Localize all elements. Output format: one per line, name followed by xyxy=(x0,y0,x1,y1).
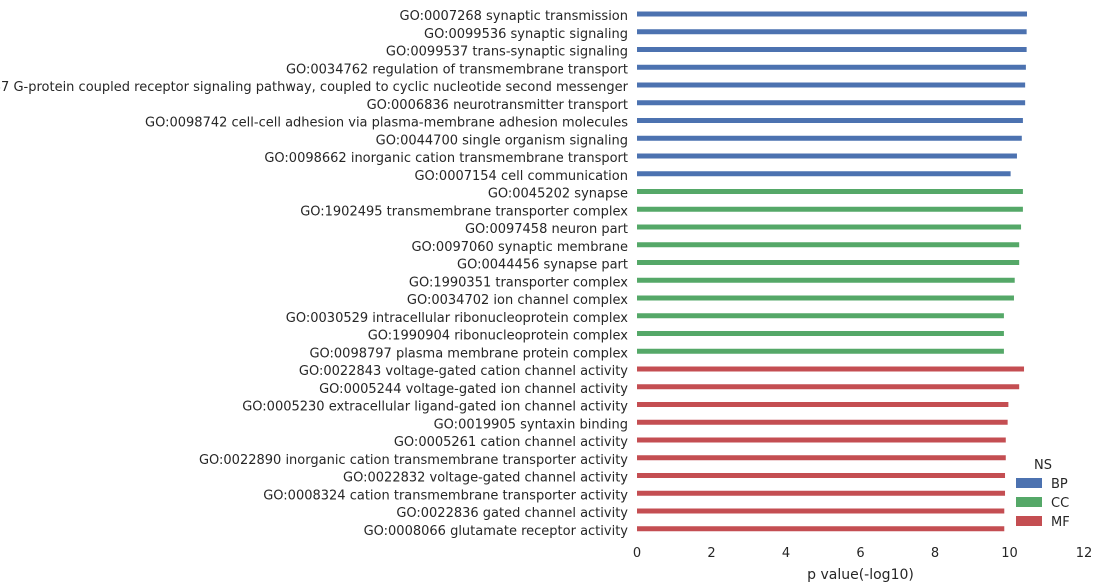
category-label: GO:0097458 neuron part xyxy=(465,222,628,237)
category-label: GO:0044700 single organism signaling xyxy=(376,133,628,148)
bar-cc-20 xyxy=(637,348,1004,354)
category-labels: GO:0007268 synaptic transmission GO:00995… xyxy=(0,9,629,539)
bar-mf-30 xyxy=(637,526,1005,532)
bar-bp-5 xyxy=(637,82,1026,88)
category-label: GO:0022843 voltage-gated cation channel … xyxy=(299,364,628,379)
bar-bp-7 xyxy=(637,118,1023,123)
bar-mf-26 xyxy=(637,455,1006,461)
legend-label-mf: MF xyxy=(1051,515,1070,530)
x-tick-label: 0 xyxy=(633,546,641,561)
category-label: GO:0007187 G-protein coupled receptor si… xyxy=(0,80,629,95)
category-label: GO:0022836 gated channel activity xyxy=(396,506,628,521)
category-label: GO:0099537 trans-synaptic signaling xyxy=(386,45,628,60)
x-tick-label: 4 xyxy=(782,546,790,561)
category-label: GO:0008066 glutamate receptor activity xyxy=(364,524,629,539)
category-label: GO:0005230 extracellular ligand-gated io… xyxy=(242,400,628,415)
bar-mf-28 xyxy=(637,490,1006,496)
bar-bp-9 xyxy=(637,153,1017,159)
legend-label-bp: BP xyxy=(1051,477,1068,492)
legend-swatch-bp xyxy=(1016,478,1042,488)
category-label: GO:0005261 cation channel activity xyxy=(394,435,628,450)
category-label: GO:0007268 synaptic transmission xyxy=(400,9,628,24)
category-label: GO:0098662 inorganic cation transmembran… xyxy=(264,151,628,166)
x-tick-label: 2 xyxy=(707,546,715,561)
x-axis-ticks: 0 2 4 6 8 10 12 xyxy=(633,546,1092,561)
category-label: GO:0097060 synaptic membrane xyxy=(411,240,628,255)
category-label: GO:0006836 neurotransmitter transport xyxy=(367,98,628,113)
x-tick-label: 6 xyxy=(856,546,864,561)
bar-cc-19 xyxy=(637,331,1004,336)
category-label: GO:1990351 transporter complex xyxy=(409,275,628,290)
bar-mf-29 xyxy=(637,508,1005,514)
bar-mf-24 xyxy=(637,419,1008,425)
x-axis-label: p value(-log10) xyxy=(807,567,914,583)
category-label: GO:1902495 transmembrane transporter com… xyxy=(300,204,628,219)
bar-bp-1 xyxy=(637,11,1028,17)
bar-cc-18 xyxy=(637,313,1004,319)
bar-mf-21 xyxy=(637,366,1025,372)
x-tick-label: 10 xyxy=(1001,546,1018,561)
bars-group xyxy=(637,11,1028,532)
bar-cc-17 xyxy=(637,295,1014,301)
legend-label-cc: CC xyxy=(1051,496,1069,511)
x-tick-label: 12 xyxy=(1076,546,1093,561)
category-label: GO:0022890 inorganic cation transmembran… xyxy=(199,453,628,468)
category-label: GO:0005244 voltage-gated ion channel act… xyxy=(319,382,628,397)
category-label: GO:0098797 plasma membrane protein compl… xyxy=(309,346,628,361)
x-tick-label: 8 xyxy=(931,546,939,561)
bar-cc-15 xyxy=(637,260,1020,265)
category-label: GO:0034762 regulation of transmembrane t… xyxy=(286,62,628,77)
category-label: GO:0045202 synapse xyxy=(488,187,628,202)
bar-cc-14 xyxy=(637,242,1020,248)
bar-bp-6 xyxy=(637,100,1026,106)
bar-cc-13 xyxy=(637,224,1022,230)
bar-cc-11 xyxy=(637,189,1023,194)
bar-bp-10 xyxy=(637,171,1011,177)
category-label: GO:1990904 ribonucleoprotein complex xyxy=(368,329,629,344)
category-label: GO:0019905 syntaxin binding xyxy=(434,417,628,432)
category-label: GO:0099536 synaptic signaling xyxy=(424,27,628,42)
bar-bp-2 xyxy=(637,29,1027,35)
bar-bp-3 xyxy=(637,47,1027,52)
bar-mf-25 xyxy=(637,437,1006,443)
legend-title: NS xyxy=(1034,458,1052,473)
legend-items: BP CC MF xyxy=(1016,477,1070,530)
category-label: GO:0008324 cation transmembrane transpor… xyxy=(263,488,628,503)
bar-cc-12 xyxy=(637,206,1023,212)
legend-swatch-mf xyxy=(1016,516,1042,526)
bar-cc-16 xyxy=(637,277,1015,283)
legend-swatch-cc xyxy=(1016,497,1042,507)
category-label: GO:0030529 intracellular ribonucleoprote… xyxy=(286,311,629,326)
bar-mf-27 xyxy=(637,473,1006,478)
category-label: GO:0034702 ion channel complex xyxy=(407,293,628,308)
category-label: GO:0007154 cell communication xyxy=(414,169,628,184)
bar-bp-4 xyxy=(637,64,1026,70)
bar-mf-22 xyxy=(637,384,1020,390)
bar-bp-8 xyxy=(637,135,1022,141)
category-label: GO:0022832 voltage-gated channel activit… xyxy=(343,471,628,486)
category-label: GO:0098742 cell-cell adhesion via plasma… xyxy=(145,116,628,131)
category-label: GO:0044456 synapse part xyxy=(457,258,628,273)
legend: NS BP CC MF xyxy=(1016,458,1070,530)
bar-mf-23 xyxy=(637,402,1009,407)
